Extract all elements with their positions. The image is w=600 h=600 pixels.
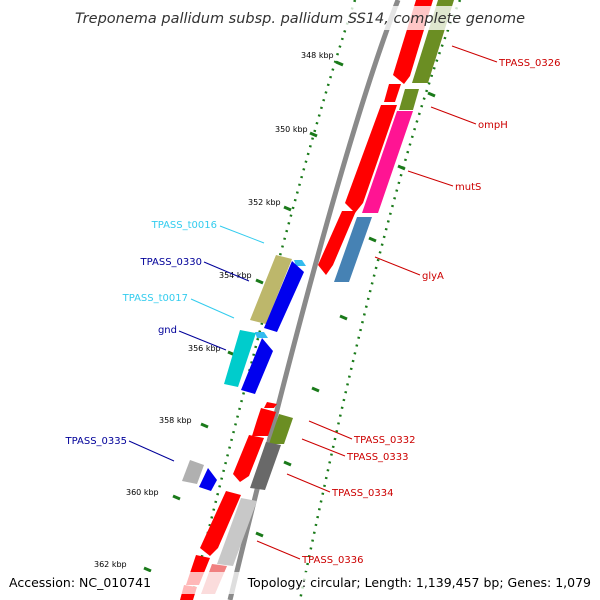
feature-label: TPASS_0335 <box>65 436 127 447</box>
feature-label: TPASS_0326 <box>498 58 560 69</box>
tick-label: 356 kbp <box>188 344 221 353</box>
trna-TPASS_t0016 <box>294 260 306 266</box>
gene-TPASS_0333 <box>233 435 264 482</box>
genome-backbone <box>227 0 401 600</box>
tick-label: 360 kbp <box>126 488 159 497</box>
cog-glyA <box>334 217 372 282</box>
feature-label: ompH <box>478 120 508 131</box>
cog-TPASS_0334 <box>250 442 281 490</box>
gene-gnd <box>241 338 273 394</box>
cog-TPASS_0330 <box>250 255 292 324</box>
feature-label: mutS <box>455 182 481 193</box>
label-leaders <box>128 45 498 560</box>
tick-label: 352 kbp <box>248 198 281 207</box>
forward-strand-genes <box>180 0 454 600</box>
gene-TPASS_0332-body <box>252 408 276 436</box>
gene-TPASS_0330 <box>264 261 304 332</box>
feature-label: TPASS_0332 <box>353 435 415 446</box>
trna-TPASS_t0017 <box>255 332 268 338</box>
cog-TPASS_0336 <box>217 498 257 566</box>
feature-label: TPASS_t0016 <box>151 220 217 231</box>
gene-ompH <box>384 84 401 102</box>
feature-label: TPASS_0330 <box>140 257 202 268</box>
feature-label: TPASS_0336 <box>301 555 363 566</box>
feature-label: TPASS_0334 <box>331 488 393 499</box>
footer-backdrop <box>4 572 596 594</box>
cog-TPASS_0335 <box>182 460 204 484</box>
genome-summary-text: Topology: circular; Length: 1,139,457 bp… <box>247 575 591 590</box>
accession-text: Accession: NC_010741 <box>9 575 151 590</box>
cog-mutS <box>362 111 413 213</box>
tick-label: 358 kbp <box>159 416 192 425</box>
gene-TPASS_0335 <box>199 468 217 491</box>
inner-tick-track <box>298 0 462 600</box>
gene-TPASS_0336 <box>200 491 241 556</box>
feature-label: glyA <box>422 271 444 282</box>
gene-TPASS_0332 <box>264 402 277 408</box>
major-ticks <box>143 60 344 573</box>
feature-labels: TPASS_0326 ompH mutS glyA TPASS_t0016 TP… <box>65 58 561 566</box>
tick-label: 348 kbp <box>301 51 334 60</box>
gene-glyA <box>318 211 356 275</box>
feature-label: gnd <box>158 325 177 336</box>
reverse-strand-genes <box>182 255 306 491</box>
tick-labels: 348 kbp 350 kbp 352 kbp 354 kbp 356 kbp … <box>94 51 334 569</box>
gene-mutS <box>345 105 397 213</box>
tick-label: 350 kbp <box>275 125 308 134</box>
cog-TPASS_0332 <box>269 414 293 444</box>
cog-ompH <box>399 89 419 110</box>
feature-label: TPASS_0333 <box>346 452 408 463</box>
title-backdrop <box>80 6 520 30</box>
trna-gnd-teal <box>224 330 256 387</box>
tick-label: 362 kbp <box>94 560 127 569</box>
inner-major-ticks <box>255 91 436 538</box>
map-title: Treponema pallidum subsp. pallidum SS14,… <box>75 11 525 27</box>
feature-label: TPASS_t0017 <box>122 293 188 304</box>
